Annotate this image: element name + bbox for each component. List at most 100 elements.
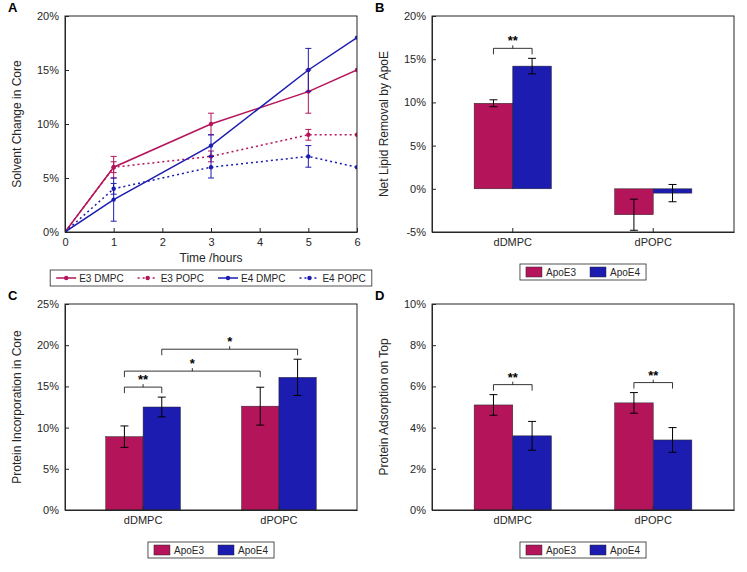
panel-title: A: [8, 0, 18, 15]
error-bar: [208, 156, 214, 157]
y-axis-tick: 15%: [404, 53, 436, 65]
y-axis-tick: 10%: [404, 96, 436, 108]
error-bar: [124, 426, 125, 447]
y-axis-tick-label: 8%: [410, 339, 426, 351]
series-marker: [111, 165, 115, 169]
y-axis-tick: 20%: [37, 339, 69, 351]
legend: ApoE3 ApoE4: [148, 542, 274, 558]
error-bar: [111, 221, 117, 222]
series-marker: [306, 133, 310, 137]
y-axis-tick-label: 5%: [43, 172, 59, 184]
y-axis-title: Net Lipid Removal by ApoE: [377, 51, 391, 197]
y-axis-tick-mark: [432, 146, 436, 147]
y-axis-tick-label: 10%: [404, 96, 426, 108]
legend-item: ApoE4: [218, 545, 268, 556]
significance: ****: [493, 368, 672, 391]
legend-label: ApoE3: [174, 545, 204, 556]
legend-marker: [145, 276, 149, 280]
x-axis-tick-mark: [211, 228, 212, 232]
x-axis-tick-mark: [260, 228, 261, 232]
y-axis-tick-label: 6%: [410, 380, 426, 392]
panel-title: C: [8, 288, 18, 303]
y-axis-tick-mark: [65, 428, 69, 429]
plot-area: [106, 359, 317, 510]
series-marker: [306, 154, 310, 158]
legend-label: ApoE3: [546, 545, 576, 556]
legend-item: E3 DMPC: [56, 273, 123, 284]
x-axis-tick-label: 5: [306, 236, 312, 248]
error-bar: [630, 392, 638, 393]
y-axis-tick: 10%: [37, 422, 69, 434]
legend-item: ApoE3: [526, 545, 576, 556]
y-axis-tick-label: 25%: [37, 298, 59, 310]
y-axis-tick: 0%: [43, 226, 69, 238]
significance: ****: [124, 334, 297, 393]
legend-item: E3 POPC: [138, 273, 204, 284]
error-bar: [669, 201, 677, 202]
error-bar: [532, 58, 533, 74]
x-axis-tick-label: dDMPC: [124, 514, 163, 526]
x-axis-tick-mark: [357, 228, 358, 232]
panel-title: B: [375, 0, 384, 15]
y-axis-tick: 15%: [37, 64, 69, 76]
error-bar: [208, 134, 214, 135]
bar: [474, 103, 513, 189]
bar: [106, 437, 143, 510]
y-axis-tick-mark: [432, 386, 436, 387]
y-axis-tick-label: 0%: [410, 183, 426, 195]
y-axis-tick-mark: [65, 386, 69, 387]
error-bar: [294, 395, 302, 396]
significance-label: **: [508, 370, 519, 385]
error-bar: [528, 450, 536, 451]
y-axis-line: [432, 17, 433, 233]
error-bar: [120, 447, 128, 448]
error-bar: [528, 73, 536, 74]
x-axis-tick: dDMPC: [124, 506, 163, 526]
series-marker: [111, 197, 115, 201]
error-bar: [208, 178, 214, 179]
error-bar: [305, 145, 311, 146]
bar: [474, 405, 513, 510]
y-axis-tick-label: 0%: [410, 504, 426, 516]
plot-area: [474, 393, 692, 510]
error-bar: [672, 428, 673, 453]
y-axis-tick-label: 20%: [404, 10, 426, 22]
y-axis-tick-mark: [432, 232, 436, 233]
plot-frame: [432, 16, 734, 232]
y-axis-tick-mark: [432, 189, 436, 190]
g: -5%0%5%10%15%20%: [404, 10, 436, 238]
x-axis-line: [433, 232, 735, 233]
legend-label: E3 POPC: [161, 273, 204, 284]
panel: dDMPCdPOPC0%2%4%6%8%10%****: [404, 298, 735, 526]
error-bar: [208, 134, 214, 135]
x-axis-tick-label: 1: [111, 236, 117, 248]
legend: ApoE3ApoE4: [520, 264, 646, 280]
y-axis-tick: 15%: [37, 380, 69, 392]
significance-label: *: [190, 356, 196, 371]
series-line: [65, 38, 357, 232]
error-bar: [305, 167, 311, 168]
x-axis-tick: dPOPC: [635, 506, 672, 526]
error-bar: [669, 184, 677, 185]
y-axis-tick: 5%: [410, 140, 436, 152]
y-axis-tick: 8%: [410, 339, 436, 351]
plot-frame: [65, 304, 357, 510]
significance-label: **: [508, 33, 519, 48]
plot-frame: [432, 304, 734, 510]
error-bar: [669, 427, 677, 428]
y-axis-tick-label: 4%: [410, 422, 426, 434]
g: 0%2%4%6%8%10%: [404, 298, 436, 516]
error-bar: [111, 194, 117, 195]
y-axis-tick-label: 10%: [37, 118, 59, 130]
x-axis-tick-mark: [512, 228, 513, 232]
x-axis-tick-label: dDMPC: [494, 236, 533, 248]
g: dDMPCdPOPC: [66, 506, 358, 526]
legend-marker: [226, 276, 230, 280]
x-axis-tick: dDMPC: [494, 506, 533, 526]
error-bar: [305, 129, 311, 130]
legend-swatch: [590, 267, 606, 277]
series-marker: [306, 68, 310, 72]
error-bar: [633, 199, 634, 230]
panel: 01234560%5%10%15%20%: [37, 10, 361, 248]
g: 0%5%10%15%20%: [37, 10, 69, 238]
